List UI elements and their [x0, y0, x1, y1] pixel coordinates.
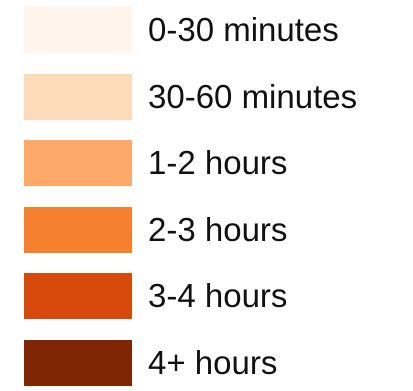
legend-label: 2-3 hours	[148, 210, 288, 248]
legend-swatch	[24, 339, 132, 386]
legend-swatch	[24, 140, 132, 186]
legend-label: 0-30 minutes	[148, 11, 339, 48]
legend-swatch	[24, 273, 132, 319]
legend-label: 3-4 hours	[148, 277, 288, 314]
legend-item: 0-30 minutes	[0, 2, 413, 58]
legend-swatch	[24, 73, 132, 120]
legend-item: 30-60 minutes	[0, 69, 413, 125]
legend-item: 4+ hours	[0, 335, 413, 391]
legend-item: 1-2 hours	[0, 135, 413, 191]
legend-item: 2-3 hours	[0, 202, 413, 258]
legend-swatch	[24, 7, 132, 53]
legend-item: 3-4 hours	[0, 268, 413, 324]
legend-label: 4+ hours	[148, 343, 278, 381]
legend-swatch	[24, 206, 132, 253]
legend-label: 1-2 hours	[148, 144, 288, 181]
legend-label: 30-60 minutes	[148, 77, 358, 115]
